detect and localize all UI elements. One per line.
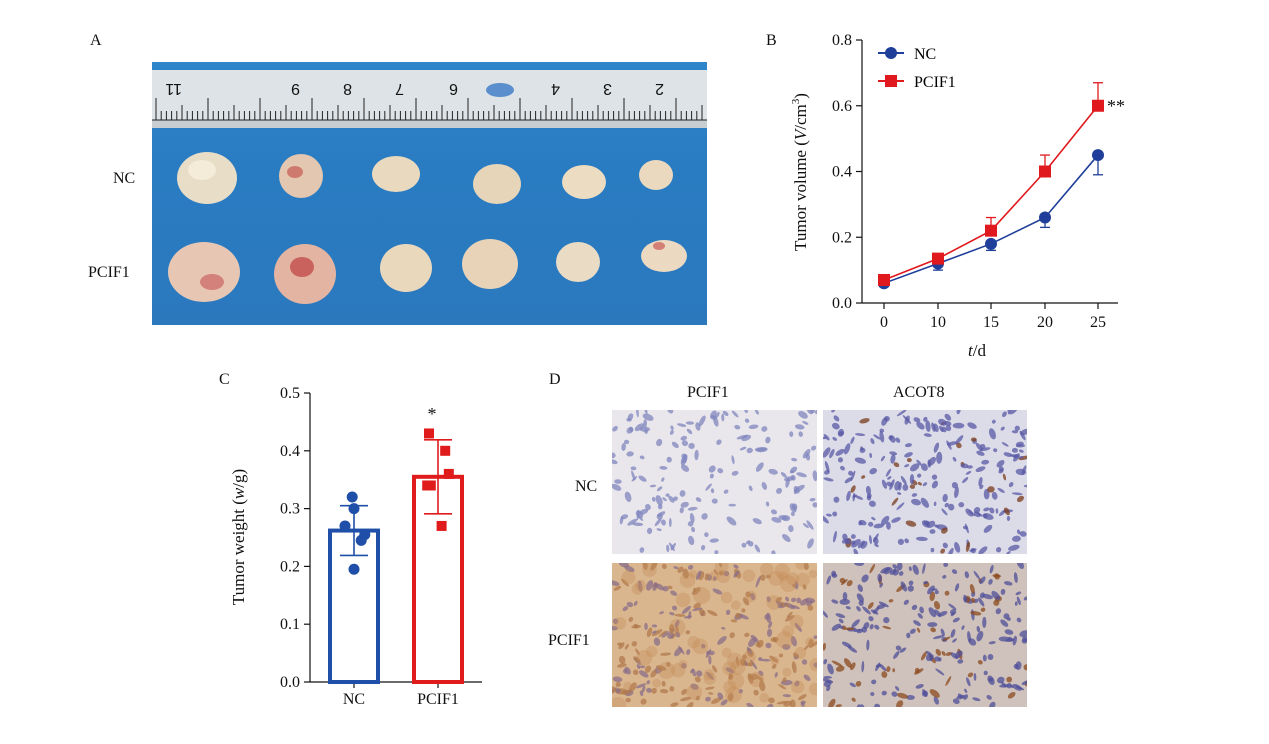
ruler-number: 3 bbox=[603, 80, 612, 97]
panel-d-row-label-pcif1: PCIF1 bbox=[548, 632, 590, 649]
tumors-nc-row bbox=[177, 152, 673, 204]
data-point-pcif1 bbox=[985, 224, 997, 237]
tumors-pcif1-row bbox=[168, 239, 687, 304]
panel-a-letter: A bbox=[90, 32, 102, 49]
chart-b-legend: NC PCIF1 bbox=[878, 46, 956, 91]
chart-b-x-tick-label: 20 bbox=[1037, 314, 1053, 331]
chart-b-ylabel: Tumor volume (V/cm3) bbox=[790, 93, 810, 251]
chart-b-x-tick-label: 15 bbox=[983, 314, 999, 331]
ruler-ticks bbox=[152, 98, 707, 121]
ihc-nc-pcif1 bbox=[612, 410, 817, 554]
chart-b-x-tick-label: 0 bbox=[880, 314, 888, 331]
chart-c-y-tick-label: 0.0 bbox=[280, 674, 300, 691]
data-point-nc bbox=[1039, 211, 1051, 224]
chart-c-ylabel: Tumor weight (w/g) bbox=[229, 469, 248, 605]
legend-label-pcif1: PCIF1 bbox=[914, 74, 956, 91]
data-point-pcif1 bbox=[1092, 99, 1104, 112]
panel-d-row-label-nc: NC bbox=[575, 478, 598, 495]
ruler-number: 2 bbox=[655, 80, 664, 97]
ihc-pcif1-acot8 bbox=[823, 563, 1027, 707]
ruler-number: 6 bbox=[449, 80, 458, 97]
data-point-nc bbox=[1092, 149, 1104, 162]
error-bar bbox=[933, 253, 943, 259]
tumor-photo-drawing: 11 9 8 7 6 4 3 2 bbox=[152, 70, 707, 304]
data-point-nc bbox=[878, 277, 890, 290]
tumor-photo: 11 9 8 7 6 4 3 2 bbox=[152, 62, 707, 325]
series-line-nc bbox=[883, 154, 1099, 285]
error-bar bbox=[1040, 154, 1050, 172]
ruler-number: 4 bbox=[551, 80, 560, 97]
chart-c-significance: * bbox=[428, 404, 437, 424]
error-bar bbox=[424, 439, 452, 515]
chart-c-y-tick-label: 0.4 bbox=[280, 443, 300, 460]
ruler-number: 7 bbox=[395, 80, 404, 97]
data-point-pcif1 bbox=[1039, 165, 1051, 178]
data-point-nc bbox=[932, 257, 944, 270]
chart-b-y-tick-label: 0.0 bbox=[832, 295, 852, 312]
chart-c-y-tick-label: 0.5 bbox=[280, 385, 300, 402]
chart-b-y-tick-label: 0.2 bbox=[832, 229, 852, 246]
ihc-pcif1-pcif1 bbox=[612, 563, 817, 707]
chart-b-y-tick-label: 0.4 bbox=[832, 164, 852, 181]
chart-b-series bbox=[878, 82, 1104, 290]
chart-b-significance: ** bbox=[1107, 96, 1125, 116]
chart-c-y-tick-label: 0.3 bbox=[280, 501, 300, 518]
series-line-pcif1 bbox=[883, 105, 1099, 281]
dot-pcif1 bbox=[440, 445, 451, 456]
chart-b-x-tick-label: 25 bbox=[1090, 314, 1106, 331]
panel-a-row-label-pcif1: PCIF1 bbox=[88, 264, 130, 281]
chart-c-y-tick-label: 0.2 bbox=[280, 558, 300, 575]
dot-pcif1 bbox=[425, 480, 436, 491]
legend-label-nc: NC bbox=[914, 46, 936, 63]
dot-nc bbox=[348, 503, 360, 515]
chart-b-xlabel: t/d bbox=[968, 341, 986, 360]
chart-c-bars bbox=[328, 428, 464, 685]
panel-d-letter: D bbox=[549, 371, 561, 388]
error-bar bbox=[933, 263, 943, 271]
panel-b-letter: B bbox=[766, 32, 777, 49]
dot-nc bbox=[339, 520, 351, 532]
chart-b-y-tick-labels: 0.0 0.2 0.4 0.6 0.8 bbox=[832, 32, 852, 312]
chart-b-y-tick-label: 0.8 bbox=[832, 32, 852, 49]
error-bar bbox=[1093, 155, 1103, 176]
dot-pcif1 bbox=[436, 520, 447, 531]
chart-c-axes bbox=[304, 392, 482, 688]
ruler-number: 8 bbox=[343, 80, 352, 97]
ruler-number-labels: 11 9 8 7 6 4 3 2 bbox=[165, 80, 664, 97]
chart-b-y-tick-label: 0.6 bbox=[832, 98, 852, 115]
error-bar bbox=[1093, 82, 1103, 106]
dot-nc bbox=[359, 529, 371, 541]
bar-nc bbox=[328, 528, 380, 685]
dot-nc bbox=[346, 491, 358, 503]
error-bar bbox=[1040, 217, 1050, 229]
error-bar bbox=[986, 243, 996, 252]
panel-c-letter: C bbox=[219, 371, 230, 388]
chart-b-x-tick-label: 10 bbox=[930, 314, 946, 331]
error-bar bbox=[986, 216, 996, 231]
error-bar bbox=[879, 276, 889, 280]
dot-nc bbox=[348, 563, 360, 575]
ruler-number: 9 bbox=[291, 80, 300, 97]
dot-nc bbox=[355, 534, 367, 546]
chart-b-x-tick-labels: 0 10 15 20 25 bbox=[880, 314, 1106, 331]
ruler-number: 11 bbox=[165, 80, 182, 97]
bar-pcif1 bbox=[412, 474, 464, 684]
error-bar bbox=[340, 504, 368, 557]
data-point-pcif1 bbox=[878, 273, 890, 286]
ihc-nc-acot8 bbox=[823, 410, 1027, 554]
dot-pcif1 bbox=[424, 428, 434, 439]
chart-b-axes bbox=[856, 39, 1118, 309]
dot-pcif1 bbox=[443, 468, 454, 479]
chart-c-y-tick-label: 0.1 bbox=[280, 616, 300, 633]
chart-c-x-tick-nc: NC bbox=[343, 691, 365, 708]
dot-pcif1 bbox=[422, 480, 433, 491]
chart-c-y-tick-labels: 0.0 0.1 0.2 0.3 0.4 0.5 bbox=[280, 385, 300, 691]
panel-a-row-label-nc: NC bbox=[113, 170, 136, 187]
data-point-nc bbox=[985, 237, 997, 250]
panel-d-col-label-acot8: ACOT8 bbox=[893, 384, 945, 401]
chart-c-x-tick-pcif1: PCIF1 bbox=[417, 691, 459, 708]
data-point-pcif1 bbox=[932, 252, 944, 265]
panel-d-col-label-pcif1: PCIF1 bbox=[687, 384, 729, 401]
error-bar bbox=[879, 283, 889, 288]
